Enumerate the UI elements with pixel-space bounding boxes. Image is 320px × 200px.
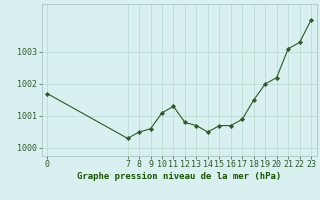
X-axis label: Graphe pression niveau de la mer (hPa): Graphe pression niveau de la mer (hPa) bbox=[77, 172, 281, 181]
